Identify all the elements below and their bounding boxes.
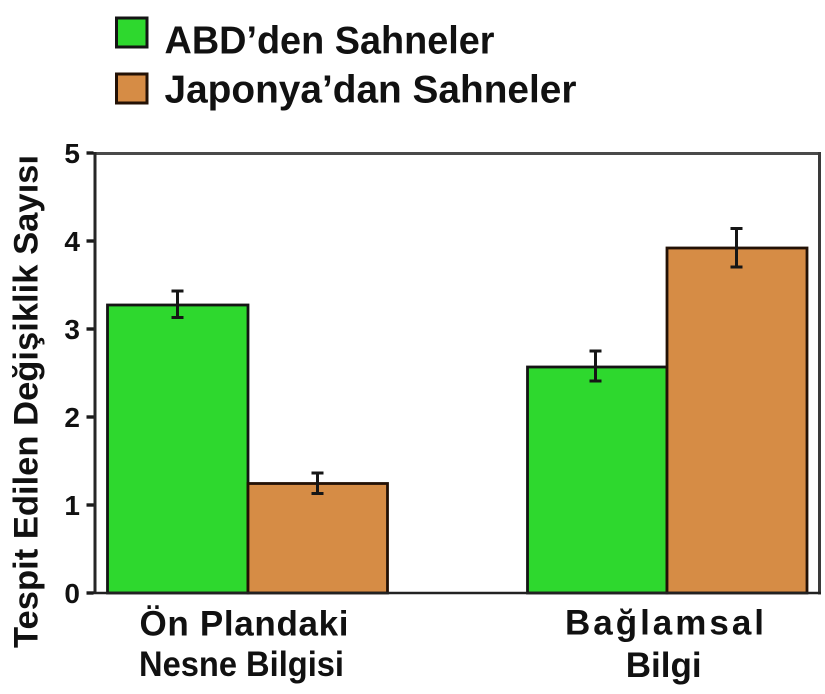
svg-text:1: 1: [64, 490, 80, 521]
svg-text:2: 2: [64, 402, 80, 433]
svg-text:4: 4: [64, 226, 80, 257]
svg-text:3: 3: [64, 314, 80, 345]
svg-text:Nesne Bilgisi: Nesne Bilgisi: [139, 645, 344, 684]
svg-text:Japonya’dan Sahneler: Japonya’dan Sahneler: [165, 69, 577, 112]
svg-text:0: 0: [64, 578, 80, 609]
svg-text:Bilgi: Bilgi: [626, 646, 702, 685]
svg-text:Tespit Edilen Değişiklik Sayıs: Tespit Edilen Değişiklik Sayısı: [8, 155, 46, 648]
svg-text:5: 5: [64, 138, 80, 169]
svg-text:Bağlamsal: Bağlamsal: [565, 604, 764, 643]
svg-text:Ön Plandaki: Ön Plandaki: [140, 605, 349, 644]
svg-text:ABD’den Sahneler: ABD’den Sahneler: [165, 20, 495, 63]
